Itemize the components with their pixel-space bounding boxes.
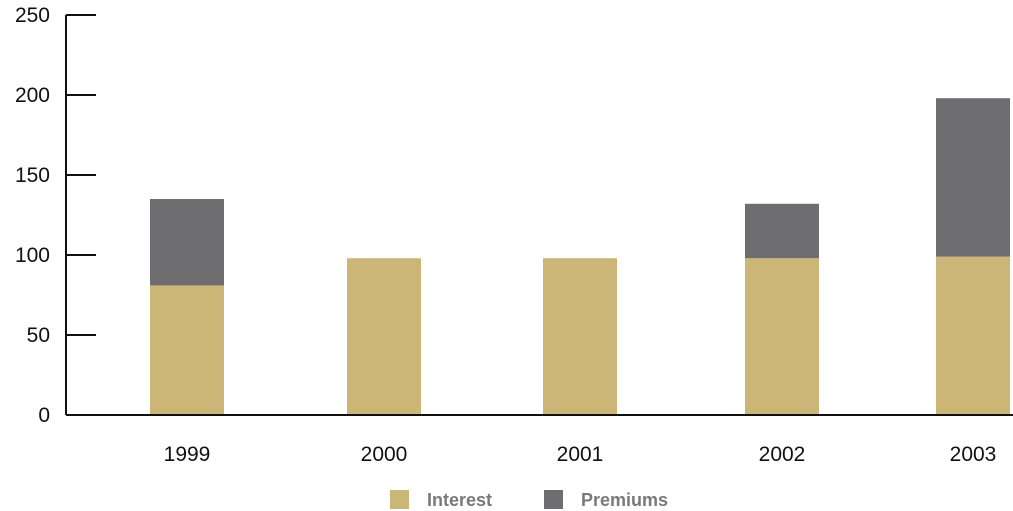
bar-premiums-2003	[936, 98, 1010, 257]
bar-interest-2001	[543, 258, 617, 415]
x-tick-label: 2002	[759, 443, 806, 466]
y-tick-label: 150	[15, 164, 50, 187]
bar-interest-1999	[150, 285, 224, 415]
legend-swatch-interest	[390, 490, 409, 509]
bar-interest-2002	[745, 258, 819, 415]
y-tick-label: 250	[15, 4, 50, 27]
x-tick-label: 2000	[361, 443, 408, 466]
legend-label-premiums: Premiums	[581, 490, 668, 510]
legend-swatch-premiums	[544, 490, 563, 509]
bar-premiums-2002	[745, 203, 819, 259]
y-tick-label: 200	[15, 84, 50, 107]
bar-interest-2000	[347, 258, 421, 415]
x-tick-label: 2003	[950, 443, 997, 466]
x-axis: 1999 2000 2001 2002 2003	[66, 414, 1013, 466]
x-tick-label: 1999	[164, 443, 211, 466]
y-tick-label: 50	[27, 324, 50, 347]
y-axis: 0 50 100 150 200 250	[15, 4, 96, 427]
legend-label-interest: Interest	[427, 490, 492, 510]
bars	[150, 98, 1010, 415]
x-tick-label: 2001	[557, 443, 604, 466]
legend: Interest Premiums	[390, 490, 668, 510]
y-tick-label: 100	[15, 244, 50, 267]
bar-premiums-1999	[150, 199, 224, 286]
y-tick-label: 0	[38, 404, 50, 427]
bar-interest-2003	[936, 256, 1010, 415]
